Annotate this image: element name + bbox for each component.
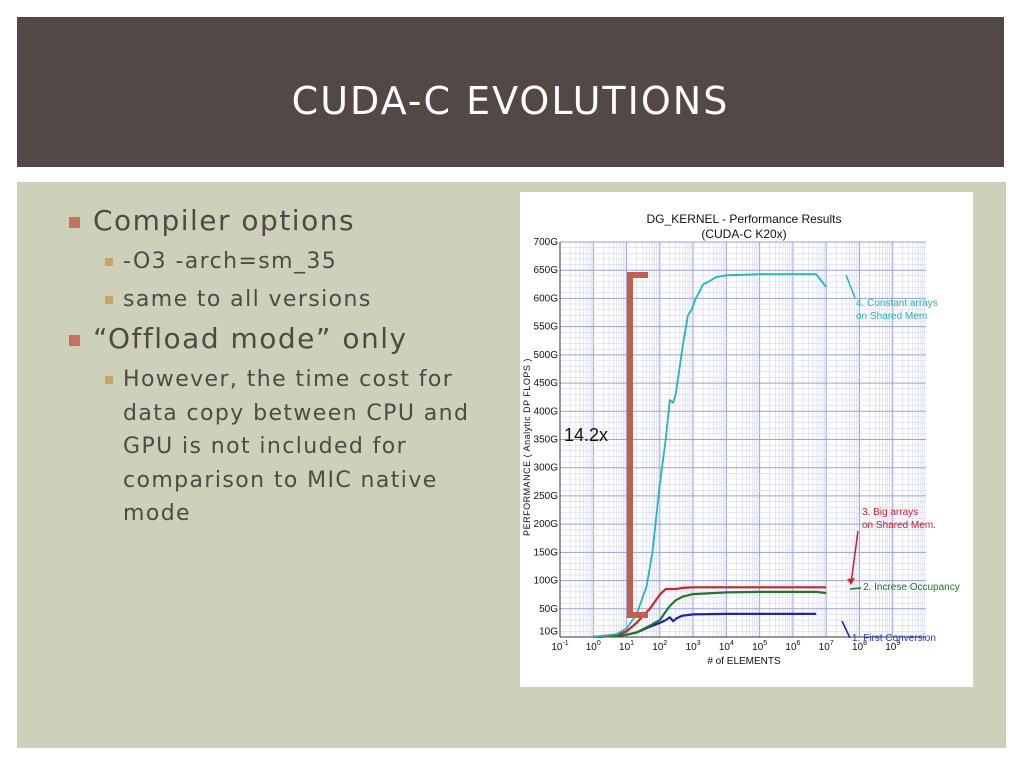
- chart-subtitle: (CUDA-C K20x): [701, 227, 786, 241]
- sub-bullet-marker: [105, 258, 113, 266]
- x-tick-label: 105: [752, 640, 767, 653]
- y-axis-label: PERFORMANCE ( Analytic DP FLOPS ): [522, 358, 532, 536]
- series-label-3: 3. Big arrays on Shared Mem.: [862, 507, 936, 531]
- x-tick-label: 107: [819, 640, 834, 653]
- sub-bullet-text: -O3 -arch=sm_35: [123, 249, 338, 274]
- y-tick-label: 150G: [534, 547, 559, 558]
- sub-bullet-text: However, the time cost for data copy bet…: [123, 367, 470, 526]
- bullet-compiler-options: Compiler options: [69, 204, 509, 237]
- title-bar: CUDA-C EVOLUTIONS: [17, 17, 1004, 167]
- x-tick-label: 103: [686, 640, 701, 653]
- series-layer: [593, 273, 827, 639]
- y-tick-label: 650G: [534, 265, 559, 276]
- sub-bullet-same-versions: same to all versions: [69, 283, 509, 317]
- y-tick-label: 50G: [539, 604, 558, 615]
- series-line-2: [593, 590, 827, 639]
- bullet-marker: [69, 217, 80, 228]
- axes-layer: 10G 50G 100G 150G 200G 250G 300G 350G 400G 450G 50…: [534, 237, 926, 653]
- sub-bullet-text: same to all versions: [123, 286, 372, 312]
- annotation-layer: 1. First Conversion 2. Increse Occupancy 3…: [564, 272, 960, 644]
- y-tick-label: 550G: [534, 322, 559, 333]
- bullet-text: “Offload mode” only: [93, 322, 408, 355]
- x-tick-label: 104: [719, 640, 734, 653]
- chart-panel: DG_KERNEL - Performance Results (CUDA-C …: [520, 192, 973, 687]
- y-tick-label: 400G: [534, 406, 559, 417]
- slide-title: CUDA-C EVOLUTIONS: [291, 79, 730, 123]
- speedup-bracket: [627, 272, 648, 618]
- speedup-label: 14.2x: [564, 425, 608, 445]
- series-leader-2: [849, 587, 862, 590]
- series-leader-1: [841, 620, 851, 639]
- x-axis-label: # of ELEMENTS: [707, 656, 781, 667]
- series-label-2: 2. Increse Occupancy: [863, 582, 960, 593]
- x-tick-label: 108: [852, 640, 867, 653]
- y-tick-label: 600G: [534, 293, 559, 304]
- y-tick-label: 350G: [534, 435, 559, 446]
- series-leader-3: [850, 530, 859, 584]
- series-line-3: [593, 586, 827, 639]
- x-tick-label: 101: [619, 640, 634, 653]
- arrowhead: [847, 578, 855, 585]
- x-tick-label: 102: [652, 640, 667, 653]
- bullet-text: Compiler options: [93, 204, 356, 237]
- x-tick-label: 100: [586, 640, 601, 653]
- series-label-1: 1. First Conversion: [852, 633, 936, 644]
- bullet-marker: [69, 335, 80, 346]
- grid-layer: [559, 241, 926, 638]
- sub-bullet-marker: [105, 376, 113, 384]
- y-tick-label: 700G: [534, 237, 559, 248]
- y-tick-label: 500G: [534, 350, 559, 361]
- sub-bullet-marker: [105, 295, 113, 304]
- series-leader-4: [845, 274, 856, 299]
- chart-title: DG_KERNEL - Performance Results: [647, 212, 842, 226]
- x-tick-label: 10-1: [551, 640, 568, 653]
- performance-chart: DG_KERNEL - Performance Results (CUDA-C …: [522, 212, 960, 667]
- y-tick-label: 200G: [534, 519, 559, 530]
- x-tick-label: 109: [885, 640, 900, 653]
- bullet-list: Compiler options -O3 -arch=sm_35 same to…: [69, 204, 509, 535]
- y-tick-label: 10G: [539, 626, 558, 637]
- sub-bullet-flags: -O3 -arch=sm_35: [69, 245, 509, 279]
- x-tick-label: 106: [785, 640, 800, 653]
- series-label-4: 4. Constant arrays on Shared Mem: [856, 298, 938, 322]
- y-tick-label: 100G: [534, 576, 559, 587]
- y-tick-label: 450G: [534, 378, 559, 389]
- bullet-offload-mode: “Offload mode” only: [69, 322, 509, 355]
- y-tick-label: 250G: [534, 491, 559, 502]
- sub-bullet-data-copy: However, the time cost for data copy bet…: [69, 363, 509, 531]
- series-line-4: [593, 273, 827, 638]
- y-tick-label: 300G: [534, 463, 559, 474]
